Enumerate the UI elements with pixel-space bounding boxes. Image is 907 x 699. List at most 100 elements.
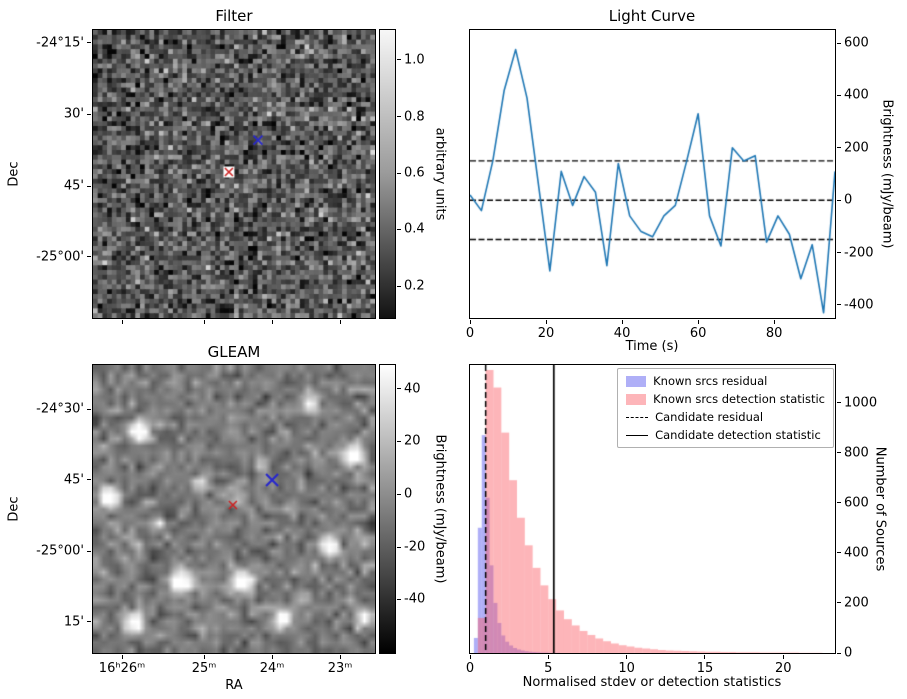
filter-colorbar <box>379 29 396 319</box>
tick-label: 24ᵐ <box>259 661 285 676</box>
tick-label: 16ʰ26ᵐ <box>98 661 146 676</box>
tick-mark <box>837 552 841 554</box>
tick-label: 40 <box>404 381 421 397</box>
tick-label: -24°30' <box>36 401 84 417</box>
tick-label: 200 <box>844 140 869 156</box>
tick-mark <box>837 42 841 44</box>
tick-label: 15 <box>696 661 714 676</box>
tick-mark <box>271 320 273 324</box>
legend-solid-line-sample <box>626 434 649 436</box>
tick-label: 800 <box>844 445 869 461</box>
tick-mark <box>837 199 841 201</box>
tick-mark <box>837 452 841 454</box>
histogram-xlabel: Normalised stdev or detection statistics <box>522 675 782 690</box>
tick-mark <box>697 320 699 324</box>
legend-label: Known srcs detection statistic <box>653 392 825 406</box>
histogram-ylabel: Number of Sources <box>872 446 888 572</box>
tick-mark <box>87 408 91 410</box>
tick-label: 5 <box>544 661 553 676</box>
tick-mark <box>397 172 401 174</box>
tick-mark <box>87 550 91 552</box>
tick-mark <box>782 655 784 659</box>
filter-ylabel: Dec <box>6 161 22 187</box>
tick-mark <box>397 493 401 495</box>
tick-mark <box>121 655 123 659</box>
legend-item: Known srcs residual <box>626 374 825 388</box>
tick-label: 0.2 <box>404 278 425 294</box>
tick-label: 400 <box>844 545 869 561</box>
legend-label: Candidate residual <box>655 410 764 424</box>
tick-mark <box>397 228 401 230</box>
tick-label: 20 <box>775 661 792 676</box>
tick-label: -40 <box>404 591 426 607</box>
tick-label: -24°15' <box>36 35 84 51</box>
tick-label: 400 <box>844 87 869 103</box>
tick-mark <box>469 655 471 659</box>
tick-mark <box>837 652 841 654</box>
legend-label: Candidate detection statistic <box>655 428 821 442</box>
lightcurve-plot <box>469 29 836 319</box>
gleam-image <box>92 364 376 654</box>
tick-label: 10 <box>618 661 635 676</box>
tick-mark <box>87 185 91 187</box>
tick-label: 0 <box>465 661 475 676</box>
tick-mark <box>203 655 205 659</box>
tick-label: 20 <box>537 326 555 341</box>
gleam-xlabel: RA <box>225 678 243 693</box>
lightcurve-xlabel: Time (s) <box>625 339 679 354</box>
tick-label: 23ᵐ <box>327 661 353 676</box>
tick-mark <box>397 285 401 287</box>
lightcurve-title: Light Curve <box>608 7 696 25</box>
tick-label: 0 <box>404 486 413 502</box>
tick-mark <box>545 320 547 324</box>
tick-label: -25°00' <box>36 249 84 265</box>
legend-patch-blue <box>626 375 647 387</box>
tick-label: 1.0 <box>404 52 425 68</box>
tick-label: 0 <box>844 645 853 661</box>
tick-mark <box>271 655 273 659</box>
gleam-colorbar-label: Brightness (mJy/beam) <box>432 434 448 584</box>
legend-item: Candidate detection statistic <box>626 428 825 442</box>
tick-mark <box>87 42 91 44</box>
tick-label: 0 <box>465 326 475 341</box>
tick-label: 0.8 <box>404 109 425 125</box>
tick-mark <box>704 655 706 659</box>
tick-label: -400 <box>844 297 874 313</box>
tick-mark <box>339 655 341 659</box>
tick-mark <box>121 320 123 324</box>
lightcurve-ylabel: Brightness (mJy/beam) <box>879 99 895 249</box>
tick-label: 80 <box>765 326 783 341</box>
tick-mark <box>397 388 401 390</box>
tick-mark <box>547 655 549 659</box>
tick-label: 600 <box>844 35 869 51</box>
tick-mark <box>626 655 628 659</box>
tick-label: -20 <box>404 539 426 555</box>
tick-mark <box>397 546 401 548</box>
tick-label: 200 <box>844 595 869 611</box>
gleam-colorbar <box>379 364 396 654</box>
tick-label: 0.6 <box>404 165 425 181</box>
legend-patch-pink <box>626 393 647 405</box>
tick-label: -25°00' <box>36 543 84 559</box>
tick-label: 40 <box>613 326 631 341</box>
tick-mark <box>87 479 91 481</box>
tick-label: -200 <box>844 245 874 261</box>
tick-mark <box>837 147 841 149</box>
tick-mark <box>469 320 471 324</box>
tick-label: 45' <box>63 178 84 194</box>
legend-label: Known srcs residual <box>653 374 768 388</box>
tick-mark <box>87 621 91 623</box>
tick-label: 25ᵐ <box>191 661 217 676</box>
gleam-ylabel: Dec <box>6 496 22 522</box>
tick-label: 60 <box>689 326 707 341</box>
tick-label: 0 <box>844 192 853 208</box>
tick-mark <box>837 602 841 604</box>
tick-label: 600 <box>844 495 869 511</box>
tick-mark <box>397 59 401 61</box>
tick-label: 45' <box>63 472 84 488</box>
tick-mark <box>397 440 401 442</box>
tick-mark <box>339 320 341 324</box>
tick-mark <box>87 256 91 258</box>
filter-image <box>92 29 376 319</box>
